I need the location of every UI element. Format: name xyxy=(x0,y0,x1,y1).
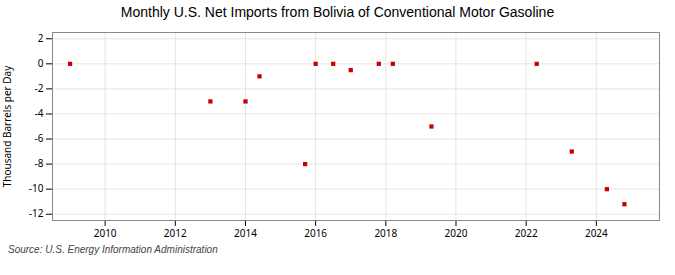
svg-text:2014: 2014 xyxy=(234,226,257,240)
svg-text:2: 2 xyxy=(38,31,44,45)
svg-text:-8: -8 xyxy=(35,156,44,170)
html-text:Source: U.S. Energy Informatio: Source: U.S. Energy Information Administ… xyxy=(8,244,218,255)
svg-text:2018: 2018 xyxy=(374,226,397,240)
svg-text:-6: -6 xyxy=(35,131,44,145)
svg-text:2016: 2016 xyxy=(304,226,327,240)
svg-text:0: 0 xyxy=(38,56,44,70)
svg-text:2024: 2024 xyxy=(585,226,608,240)
svg-text:-4: -4 xyxy=(35,106,44,120)
svg-text:2020: 2020 xyxy=(445,226,468,240)
svg-text:-12: -12 xyxy=(29,206,44,220)
html-text:Monthly U.S. Net Imports from: Monthly U.S. Net Imports from Bolivia of… xyxy=(120,4,555,20)
svg-text:2010: 2010 xyxy=(94,226,117,240)
svg-text:2022: 2022 xyxy=(515,226,538,240)
svg-text:2012: 2012 xyxy=(164,226,187,240)
svg-text:-2: -2 xyxy=(35,81,44,95)
svg-text:-10: -10 xyxy=(29,181,44,195)
svg-text:Thousand Barrels per Day: Thousand Barrels per Day xyxy=(0,65,14,188)
